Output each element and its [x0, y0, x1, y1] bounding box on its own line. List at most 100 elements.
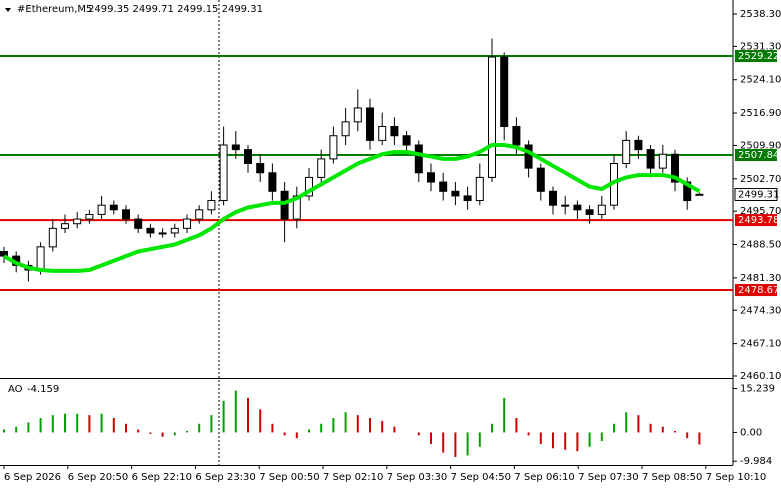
price-level-tag — [735, 214, 777, 227]
candle-body — [646, 149, 655, 169]
candle-body — [280, 190, 289, 220]
candle-body — [439, 181, 448, 192]
candle-body — [341, 121, 350, 137]
x-tick-label: 6 Sep 23:30 — [195, 472, 255, 483]
candle-body — [158, 232, 167, 235]
y-tick-label: 2467.10 — [740, 339, 781, 350]
candle-body — [122, 209, 130, 220]
price-level-label: 2507.84 — [738, 150, 779, 161]
candle-body — [219, 144, 228, 202]
y-tick-label: 2502.70 — [740, 174, 781, 185]
candle-body — [207, 200, 216, 211]
candle-body — [353, 107, 362, 123]
candle-body — [134, 218, 143, 229]
candle-body — [634, 139, 643, 151]
candle-body — [500, 56, 509, 127]
y-tick-label: 2531.30 — [740, 41, 781, 52]
candle-body — [146, 227, 155, 234]
candle-body — [268, 172, 277, 192]
candle-body — [195, 209, 204, 220]
candle-body — [390, 125, 399, 137]
moving-average — [3, 142, 701, 273]
candle-body — [97, 204, 106, 215]
candle-body — [414, 144, 423, 174]
candle-body — [549, 190, 557, 206]
y-tick-label: 2474.30 — [740, 305, 781, 316]
candle-body — [329, 135, 338, 160]
y-tick-label: 2460.10 — [740, 371, 781, 382]
x-tick-label: 7 Sep 00:50 — [259, 472, 319, 483]
x-tick-label: 6 Sep 2026 — [4, 472, 61, 483]
ao-tick-label: -9.984 — [740, 456, 772, 467]
candle-body — [317, 158, 326, 178]
candle-body — [463, 195, 472, 202]
candle-body — [36, 246, 45, 271]
candle-body — [671, 153, 679, 183]
candle-body — [597, 204, 606, 215]
x-tick-label: 7 Sep 07:30 — [578, 472, 638, 483]
candle-body — [573, 204, 582, 211]
ohlc-text: 2499.35 2499.71 2499.15 2499.31 — [88, 4, 263, 15]
candle-body — [427, 172, 435, 183]
candle-body — [524, 144, 533, 169]
x-tick-label: 7 Sep 10:10 — [706, 472, 766, 483]
candle-body — [85, 213, 94, 220]
price-level-tag — [735, 148, 777, 161]
candle-body — [366, 107, 374, 141]
y-tick-label: 2516.90 — [740, 108, 781, 119]
candle-body — [536, 167, 545, 192]
candle-body — [402, 135, 411, 146]
price-level-label: 2529.22 — [738, 51, 779, 62]
price-level-label: 2478.67 — [738, 285, 779, 296]
x-tick-label: 6 Sep 22:10 — [132, 472, 192, 483]
candle-body — [256, 163, 265, 174]
candle-body — [378, 125, 387, 141]
x-tick-label: 7 Sep 08:50 — [642, 472, 702, 483]
candle-body — [292, 195, 301, 220]
candle-body — [695, 193, 704, 196]
y-tick-label: 2509.90 — [740, 140, 781, 151]
candle-body — [0, 250, 8, 257]
indicator-name: AO — [8, 384, 23, 395]
indicator-value: -4.159 — [27, 384, 59, 395]
x-tick-label: 7 Sep 03:30 — [387, 472, 447, 483]
ao-tick-label: 0.00 — [740, 427, 762, 438]
candle-body — [231, 144, 240, 151]
candle-body — [451, 190, 460, 197]
candle-body — [61, 223, 69, 229]
candle-body — [73, 218, 82, 225]
candle-body — [683, 181, 692, 202]
x-tick-label: 7 Sep 02:10 — [323, 472, 383, 483]
candle-body — [48, 227, 57, 248]
price-level-tag — [735, 284, 777, 297]
y-tick-label: 2481.30 — [740, 273, 781, 284]
menu-arrow[interactable] — [5, 8, 11, 12]
current-price-tag — [734, 187, 778, 201]
candle-body — [512, 125, 521, 146]
x-tick-label: 6 Sep 20:50 — [68, 472, 128, 483]
candle-body — [109, 204, 118, 211]
current-price-label: 2499.31 — [738, 189, 779, 200]
price-level-label: 2493.78 — [738, 215, 779, 226]
candle-body — [170, 227, 179, 234]
candle-body — [305, 176, 313, 197]
candle-body — [622, 139, 631, 165]
y-tick-label: 2488.50 — [740, 240, 781, 251]
y-tick-label: 2495.70 — [740, 206, 781, 217]
candle-body — [183, 218, 191, 229]
candle-body — [585, 209, 594, 215]
y-tick-label: 2538.30 — [740, 9, 781, 20]
symbol-title: #Ethereum,M5 — [17, 4, 92, 15]
y-tick-label: 2524.10 — [740, 75, 781, 86]
price-level-tag — [735, 50, 777, 63]
candle-body — [561, 204, 570, 207]
x-tick-label: 7 Sep 06:10 — [514, 472, 574, 483]
candle-body — [658, 153, 667, 169]
candle-body — [475, 176, 484, 202]
x-tick-label: 7 Sep 04:50 — [451, 472, 511, 483]
candle-body — [244, 149, 252, 165]
candle-body — [488, 56, 496, 178]
ao-tick-label: 15.239 — [740, 384, 775, 395]
